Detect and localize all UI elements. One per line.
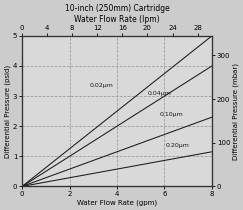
Text: 0.02μm: 0.02μm (90, 83, 113, 88)
X-axis label: 10-inch (250mm) Cartridge
Water Flow Rate (lpm): 10-inch (250mm) Cartridge Water Flow Rat… (65, 4, 169, 24)
Text: 0.04μm: 0.04μm (148, 91, 172, 96)
X-axis label: Water Flow Rate (gpm): Water Flow Rate (gpm) (77, 199, 157, 206)
Y-axis label: Differential Pressure (mbar): Differential Pressure (mbar) (232, 63, 239, 160)
Y-axis label: Differential Pressure (psid): Differential Pressure (psid) (4, 65, 11, 158)
Text: 0.10μm: 0.10μm (160, 112, 183, 117)
Text: 0.20μm: 0.20μm (166, 143, 190, 148)
